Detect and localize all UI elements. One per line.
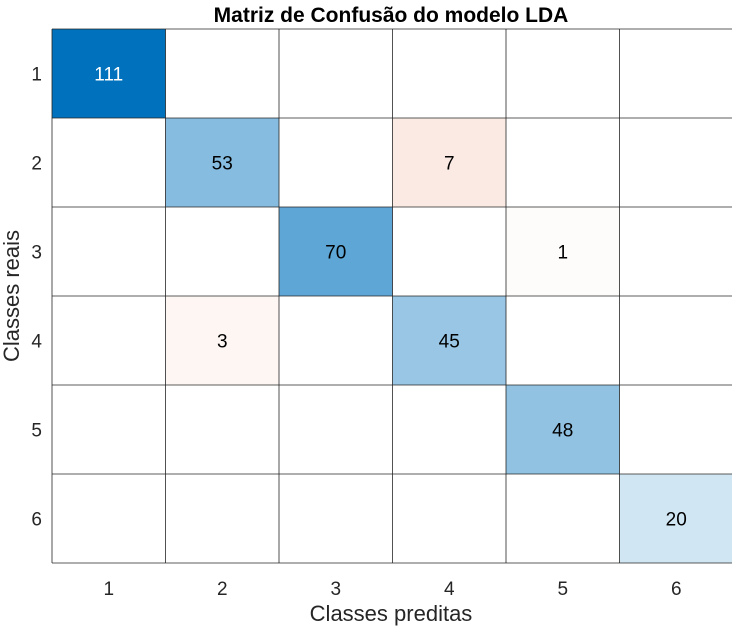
matrix-cell-2-3 bbox=[279, 118, 393, 207]
matrix-cell-5-1 bbox=[52, 385, 166, 474]
matrix-cell-6-2 bbox=[165, 474, 279, 563]
matrix-cell-4-4 bbox=[392, 296, 506, 385]
matrix-cell-6-3 bbox=[279, 474, 393, 563]
matrix-cell-5-3 bbox=[279, 385, 393, 474]
x-tick-label-3: 3 bbox=[330, 579, 341, 600]
cell-value-6-6: 20 bbox=[666, 510, 687, 531]
matrix-cell-5-6 bbox=[619, 385, 732, 474]
x-axis-label: Classes preditas bbox=[310, 601, 473, 626]
y-axis-label: Classes reais bbox=[0, 230, 24, 362]
x-tick-label-2: 2 bbox=[217, 579, 228, 600]
cell-value-5-5: 48 bbox=[552, 421, 573, 442]
matrix-cell-1-2 bbox=[165, 29, 279, 118]
y-tick-label-3: 3 bbox=[31, 243, 42, 264]
matrix-cell-2-1 bbox=[52, 118, 166, 207]
cell-value-3-5: 1 bbox=[557, 243, 568, 264]
matrix-cell-3-3 bbox=[279, 207, 393, 296]
matrix-cell-1-5 bbox=[506, 29, 620, 118]
cell-value-2-4: 7 bbox=[444, 154, 455, 175]
matrix-cell-4-5 bbox=[506, 296, 620, 385]
matrix-cell-2-5 bbox=[506, 118, 620, 207]
matrix-cell-4-3 bbox=[279, 296, 393, 385]
cell-value-2-2: 53 bbox=[212, 154, 233, 175]
matrix-cell-3-1 bbox=[52, 207, 166, 296]
y-tick-label-6: 6 bbox=[31, 510, 42, 531]
matrix-cell-6-1 bbox=[52, 474, 166, 563]
matrix-cell-5-4 bbox=[392, 385, 506, 474]
matrix-cell-2-2 bbox=[165, 118, 279, 207]
y-tick-label-2: 2 bbox=[31, 154, 42, 175]
matrix-cell-6-4 bbox=[392, 474, 506, 563]
matrix-cell-3-2 bbox=[165, 207, 279, 296]
x-tick-label-5: 5 bbox=[557, 579, 568, 600]
matrix-cell-4-6 bbox=[619, 296, 732, 385]
cell-value-4-2: 3 bbox=[217, 332, 228, 353]
matrix-cell-1-6 bbox=[619, 29, 732, 118]
matrix-cell-3-5 bbox=[506, 207, 620, 296]
matrix-cell-5-5 bbox=[506, 385, 620, 474]
matrix-cell-4-2 bbox=[165, 296, 279, 385]
y-tick-label-5: 5 bbox=[31, 421, 42, 442]
y-tick-label-1: 1 bbox=[31, 65, 42, 86]
x-tick-label-1: 1 bbox=[103, 579, 114, 600]
x-tick-label-6: 6 bbox=[671, 579, 682, 600]
matrix-cell-5-2 bbox=[165, 385, 279, 474]
y-tick-label-4: 4 bbox=[31, 332, 42, 353]
x-tick-labels: 1 2 3 4 5 6 bbox=[103, 579, 681, 600]
matrix-cell-1-3 bbox=[279, 29, 393, 118]
matrix-cell-4-1 bbox=[52, 296, 166, 385]
matrix-cell-6-6 bbox=[619, 474, 732, 563]
chart-title: Matriz de Confusão do modelo LDA bbox=[214, 4, 569, 27]
matrix-cell-1-1 bbox=[52, 29, 166, 118]
matrix-cell-2-6 bbox=[619, 118, 732, 207]
matrix-gridlines bbox=[51, 28, 732, 564]
matrix-cells: 111 53 7 70 1 3 45 48 20 bbox=[52, 29, 732, 563]
matrix-cell-3-4 bbox=[392, 207, 506, 296]
x-tick-label-4: 4 bbox=[444, 579, 455, 600]
cell-value-4-4: 45 bbox=[439, 332, 460, 353]
cell-value-1-1: 111 bbox=[94, 65, 123, 86]
matrix-cell-1-4 bbox=[392, 29, 506, 118]
matrix-cell-2-4 bbox=[392, 118, 506, 207]
matrix-cell-3-6 bbox=[619, 207, 732, 296]
y-tick-labels: 1 2 3 4 5 6 bbox=[31, 65, 42, 531]
cell-value-3-3: 70 bbox=[325, 243, 346, 264]
matrix-cell-6-5 bbox=[506, 474, 620, 563]
